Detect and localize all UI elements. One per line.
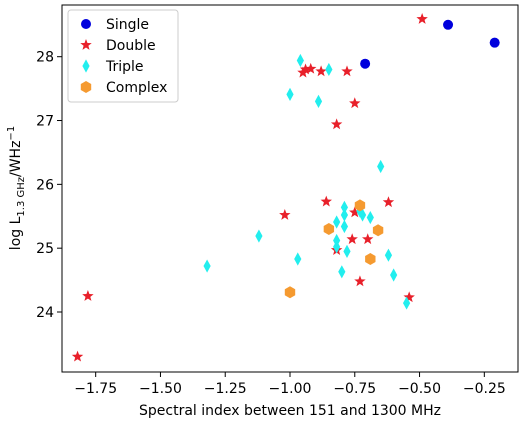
point bbox=[349, 206, 361, 218]
point bbox=[296, 53, 304, 68]
point bbox=[203, 259, 211, 273]
point bbox=[333, 215, 341, 229]
point bbox=[402, 296, 411, 310]
y-tick-label: 24 bbox=[36, 305, 54, 321]
legend-box bbox=[67, 9, 179, 103]
y-tick-label: 27 bbox=[36, 114, 54, 130]
x-tick-label: −0.50 bbox=[398, 381, 441, 397]
point bbox=[362, 233, 374, 245]
x-axis-label: Spectral index between 151 and 1300 MHz bbox=[139, 403, 441, 419]
point bbox=[382, 196, 395, 208]
point bbox=[343, 244, 351, 258]
point bbox=[320, 195, 332, 207]
y-tick-label: 28 bbox=[36, 50, 54, 66]
legend-label: Double bbox=[106, 38, 156, 54]
point bbox=[333, 240, 341, 254]
point bbox=[346, 233, 358, 245]
point bbox=[354, 199, 366, 212]
point bbox=[354, 275, 366, 287]
legend-marker bbox=[82, 59, 90, 73]
x-tick-label: −1.50 bbox=[139, 381, 182, 397]
point bbox=[443, 19, 454, 30]
legend-marker bbox=[80, 81, 92, 93]
x-tick-label: −0.25 bbox=[463, 381, 506, 397]
point bbox=[360, 58, 371, 69]
legend-label: Triple bbox=[105, 59, 144, 75]
legend-marker bbox=[80, 39, 92, 50]
point bbox=[358, 208, 367, 222]
y-label-sup: −1 bbox=[6, 126, 17, 141]
point bbox=[372, 224, 384, 237]
point bbox=[365, 253, 376, 266]
point bbox=[338, 265, 346, 279]
y-tick-label: 25 bbox=[36, 241, 54, 257]
legend-marker bbox=[81, 19, 91, 29]
point bbox=[489, 37, 500, 48]
y-label-unit: /WHz bbox=[8, 141, 24, 177]
x-tick-label: −1.25 bbox=[204, 381, 247, 397]
point bbox=[286, 87, 294, 101]
point bbox=[403, 291, 415, 303]
point bbox=[349, 97, 361, 109]
point bbox=[366, 210, 374, 225]
x-tick-label: −0.75 bbox=[333, 381, 376, 397]
y-axis-label: log L1.3 GHz/WHz−1 bbox=[6, 126, 27, 250]
point bbox=[297, 66, 309, 78]
point bbox=[255, 229, 263, 243]
point bbox=[341, 65, 353, 77]
legend-label: Single bbox=[106, 17, 149, 33]
point bbox=[330, 118, 343, 130]
x-tick-label: −1.75 bbox=[74, 381, 117, 397]
point bbox=[323, 223, 335, 236]
y-label-main: log L bbox=[8, 216, 24, 250]
x-tick-label: −1.00 bbox=[269, 381, 312, 397]
point bbox=[299, 63, 312, 75]
point bbox=[384, 248, 393, 262]
point bbox=[377, 159, 385, 174]
y-label-sub: 1.3 GHz bbox=[16, 177, 27, 217]
legend-label: Complex bbox=[106, 80, 167, 96]
point bbox=[416, 13, 428, 24]
point bbox=[325, 62, 333, 77]
point bbox=[315, 65, 327, 77]
point bbox=[71, 350, 84, 362]
point bbox=[390, 268, 398, 282]
point bbox=[314, 94, 323, 108]
point bbox=[340, 200, 349, 214]
point bbox=[340, 208, 349, 222]
point bbox=[340, 219, 349, 234]
point bbox=[305, 62, 317, 74]
point bbox=[82, 290, 94, 301]
point bbox=[294, 252, 302, 266]
point bbox=[284, 286, 296, 299]
y-tick-label: 26 bbox=[36, 177, 54, 193]
point bbox=[279, 208, 291, 220]
